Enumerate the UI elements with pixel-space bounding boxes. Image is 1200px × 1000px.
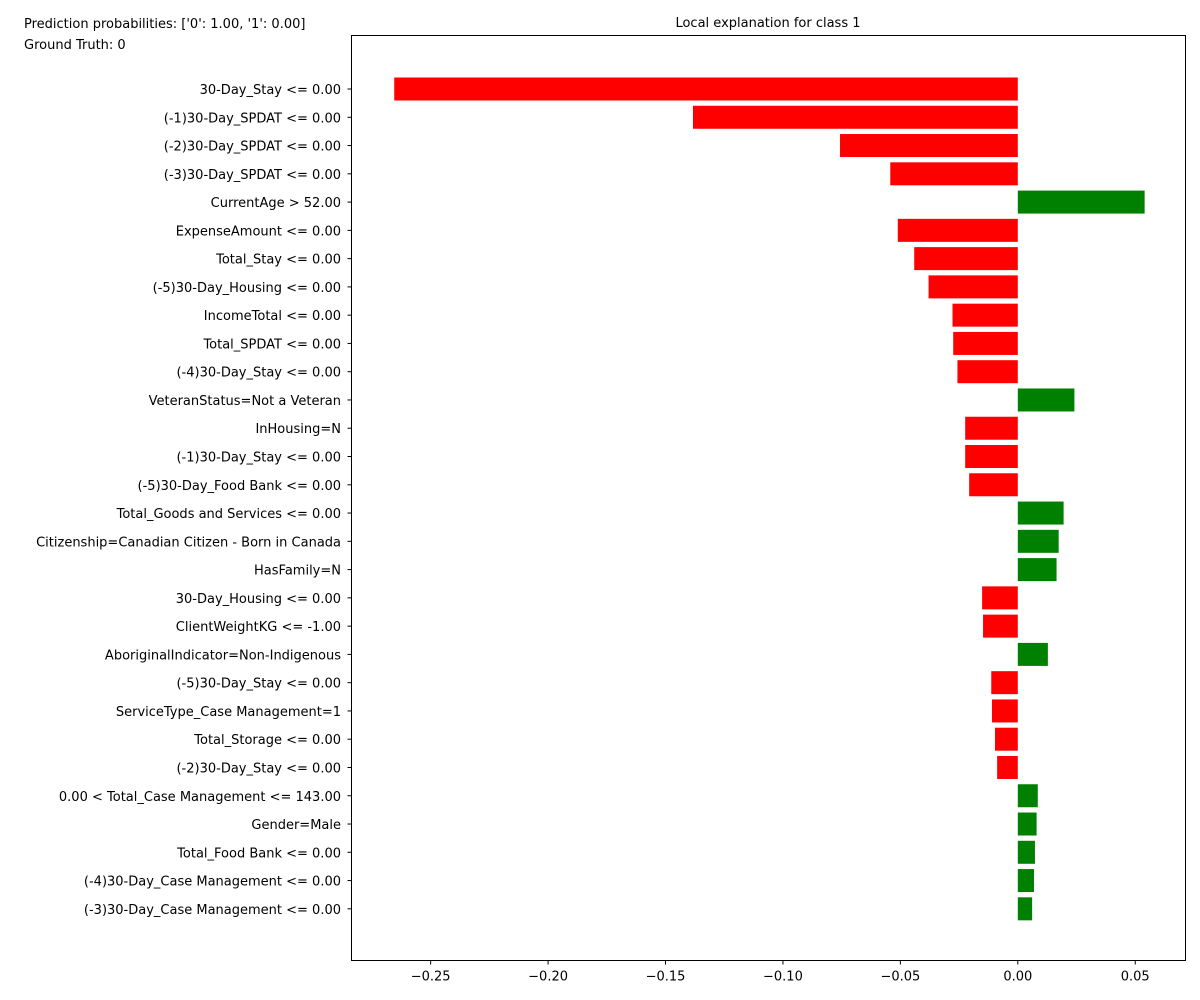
bar (953, 331, 1018, 355)
y-tick-label: Gender=Male (251, 818, 341, 833)
bar (1017, 812, 1037, 836)
x-tick-label: −0.25 (411, 970, 451, 985)
y-tick-label: (-4)30-Day_Case Management <= 0.00 (84, 875, 341, 890)
y-tick-label: (-1)30-Day_Stay <= 0.00 (176, 451, 341, 466)
y-tick-label: (-5)30-Day_Food Bank <= 0.00 (138, 479, 341, 494)
bar (965, 445, 1018, 469)
y-tick-label: 0.00 < Total_Case Management <= 143.00 (59, 790, 341, 805)
bar (952, 303, 1018, 327)
bar (991, 671, 1018, 695)
y-tick-label: 30-Day_Housing <= 0.00 (176, 592, 341, 607)
y-tick-label: InHousing=N (255, 422, 341, 437)
bar (1017, 190, 1145, 214)
bar (969, 473, 1018, 497)
bar (890, 162, 1018, 186)
x-tick-label: −0.05 (880, 970, 920, 985)
bar (394, 77, 1018, 101)
bar (995, 727, 1018, 751)
bar (1017, 388, 1075, 412)
y-tick-label: Total_Goods and Services <= 0.00 (116, 507, 341, 522)
bar (1017, 642, 1048, 666)
x-tick-label: −0.10 (763, 970, 803, 985)
x-tick-label: 0.05 (1121, 970, 1150, 985)
bar (897, 218, 1018, 242)
y-tick-label: CurrentAge > 52.00 (211, 196, 341, 211)
y-tick-label: AboriginalIndicator=Non-Indigenous (105, 648, 341, 663)
bar (1017, 840, 1035, 864)
y-tick-label: (-2)30-Day_SPDAT <= 0.00 (164, 140, 341, 155)
y-tick-label: (-5)30-Day_Housing <= 0.00 (153, 281, 341, 296)
y-tick-label: (-2)30-Day_Stay <= 0.00 (176, 761, 341, 776)
bar (983, 614, 1018, 638)
y-tick-label: (-3)30-Day_SPDAT <= 0.00 (164, 168, 341, 183)
y-tick-label: (-3)30-Day_Case Management <= 0.00 (84, 903, 341, 918)
bar (1017, 869, 1035, 893)
y-tick-label: IncomeTotal <= 0.00 (204, 309, 341, 324)
y-tick-label: Total_SPDAT <= 0.00 (202, 337, 341, 352)
y-tick-label: Total_Storage <= 0.00 (193, 733, 341, 748)
y-tick-label: (-1)30-Day_SPDAT <= 0.00 (164, 111, 341, 126)
bar (1017, 897, 1033, 921)
bar (1017, 558, 1057, 582)
bar (1017, 501, 1064, 525)
bar (982, 586, 1018, 610)
bar (997, 755, 1018, 779)
bar (692, 105, 1018, 129)
x-tick-label: −0.15 (646, 970, 686, 985)
bar (914, 247, 1018, 271)
y-tick-label: 30-Day_Stay <= 0.00 (200, 83, 341, 98)
bar (1017, 529, 1059, 553)
y-tick-label: ExpenseAmount <= 0.00 (176, 224, 341, 239)
y-tick-label: Total_Food Bank <= 0.00 (176, 846, 341, 861)
x-tick-label: −0.20 (528, 970, 568, 985)
bar (957, 360, 1018, 384)
x-tick-label: 0.00 (1003, 970, 1032, 985)
bar (1017, 784, 1038, 808)
ground-truth: Ground Truth: 0 (24, 38, 126, 53)
bar (928, 275, 1018, 299)
y-tick-label: Citizenship=Canadian Citizen - Born in C… (36, 535, 341, 550)
y-tick-label: ClientWeightKG <= -1.00 (176, 620, 341, 635)
y-tick-label: VeteranStatus=Not a Veteran (149, 394, 341, 409)
y-tick-label: (-5)30-Day_Stay <= 0.00 (176, 677, 341, 692)
prediction-probabilities: Prediction probabilities: ['0': 1.00, '1… (24, 17, 306, 32)
y-tick-label: ServiceType_Case Management=1 (116, 705, 341, 720)
bar (840, 134, 1018, 158)
y-tick-label: Total_Stay <= 0.00 (215, 253, 341, 268)
bar (991, 699, 1018, 723)
y-tick-label: HasFamily=N (254, 564, 341, 579)
plot-frame (351, 35, 1186, 961)
y-tick-label: (-4)30-Day_Stay <= 0.00 (176, 366, 341, 381)
chart-title: Local explanation for class 1 (675, 16, 860, 31)
bar (965, 416, 1018, 440)
